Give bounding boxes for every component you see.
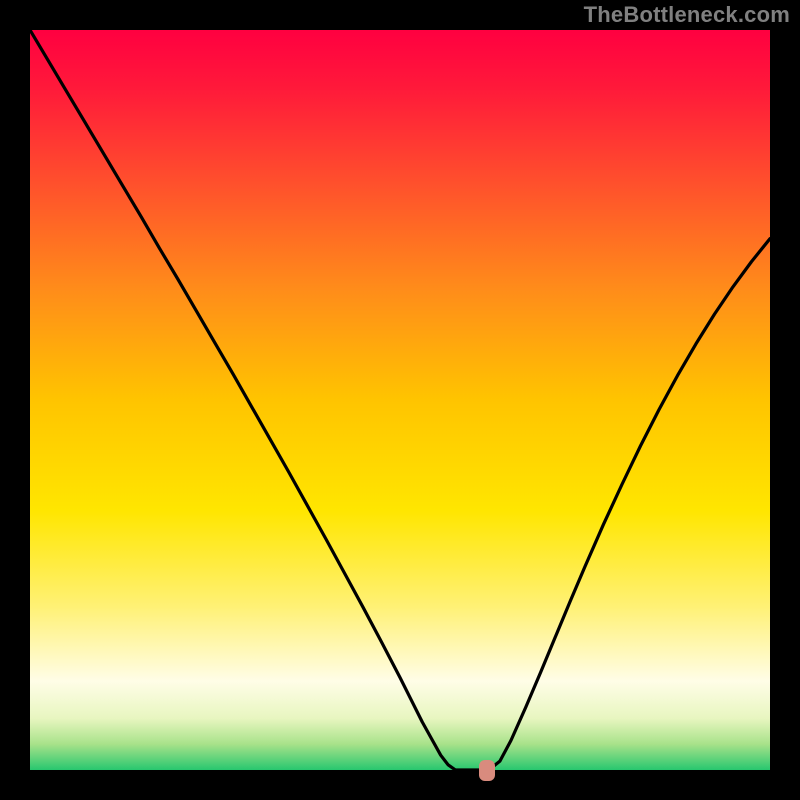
chart-frame: { "watermark": { "text": "TheBottleneck.… (0, 0, 800, 800)
watermark-text: TheBottleneck.com (584, 2, 790, 28)
gradient-background (30, 30, 770, 770)
optimal-point-marker (479, 760, 495, 781)
